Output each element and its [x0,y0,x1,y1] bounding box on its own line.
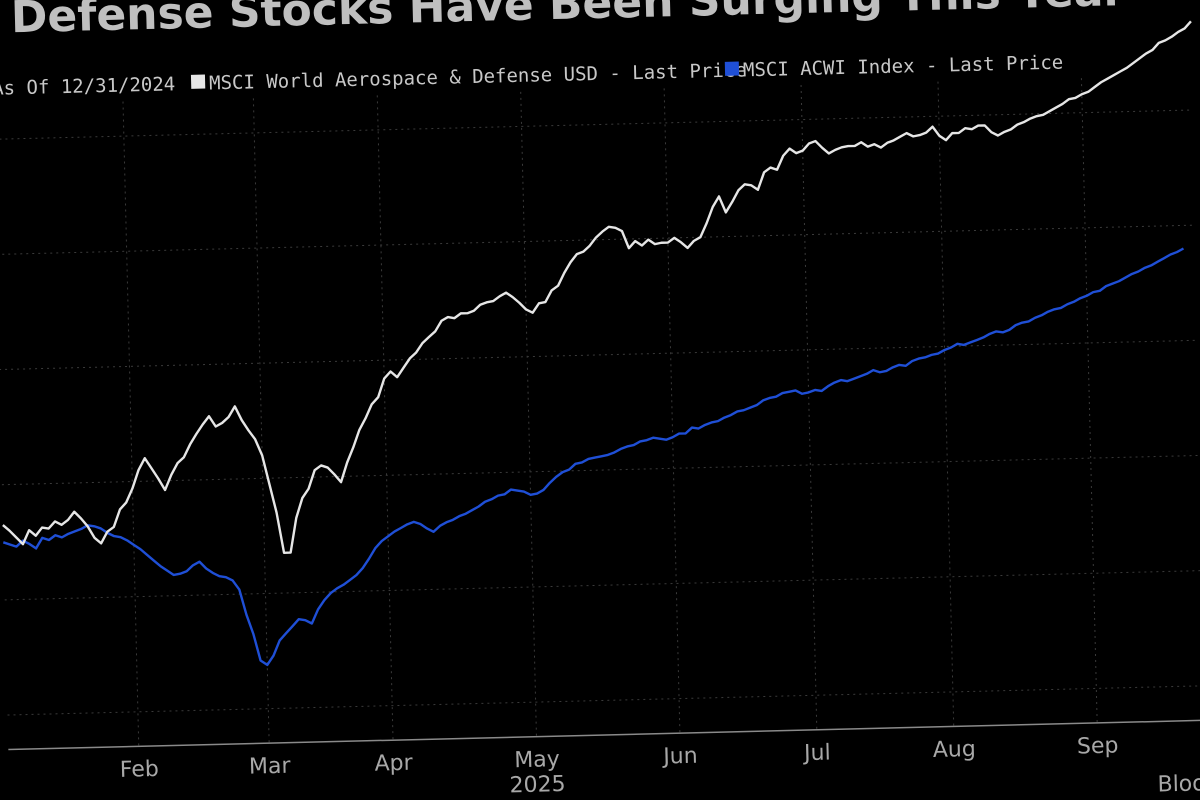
x-tick-label: Jun [661,744,698,770]
grid-line-horizontal [0,339,1199,371]
x-axis [8,719,1200,751]
x-tick-label: Feb [120,757,160,783]
legend-swatch-acwi [724,61,740,76]
grid-line-vertical [800,84,818,730]
as-of-label: As Of 12/31/2024 [0,73,175,99]
grid-line-horizontal [0,109,1194,140]
grid-line-vertical [520,91,537,737]
x-tick-label: Mar [249,754,292,780]
grid-line-vertical [937,81,955,727]
source-label: Bloo [1157,771,1200,797]
x-tick-label: Apr [374,751,414,777]
legend: As Of 12/31/2024 MSCI World Aerospace & … [0,52,1063,100]
x-tick-label: Sep [1077,733,1119,759]
legend-label-acwi: MSCI ACWI Index - Last Price [743,52,1064,82]
x-tick-label: May [514,747,560,773]
grid-line-horizontal [4,570,1200,601]
grid-line-horizontal [0,224,1196,255]
x-axis-ticks: Feb Mar Apr May Jun Jul Aug Sep [120,733,1119,782]
series-line-acwi [2,247,1185,667]
year-label: 2025 [509,772,566,798]
legend-swatch-defense [190,74,206,89]
grid-line-vertical [376,95,394,741]
legend-label-defense: MSCI World Aerospace & Defense USD - Las… [209,59,747,94]
grid-line-vertical [1080,78,1098,723]
grid-line-horizontal [1,454,1200,486]
x-tick-label: Aug [933,737,977,763]
grid-line-vertical [122,101,140,747]
series-line-defense [2,20,1192,554]
grid [0,78,1200,747]
chart-title: l Defense Stocks Have Been Surging This … [0,0,1126,44]
grid-line-vertical [663,88,681,734]
grid-line-horizontal [7,685,1200,716]
x-tick-label: Jul [802,740,831,766]
